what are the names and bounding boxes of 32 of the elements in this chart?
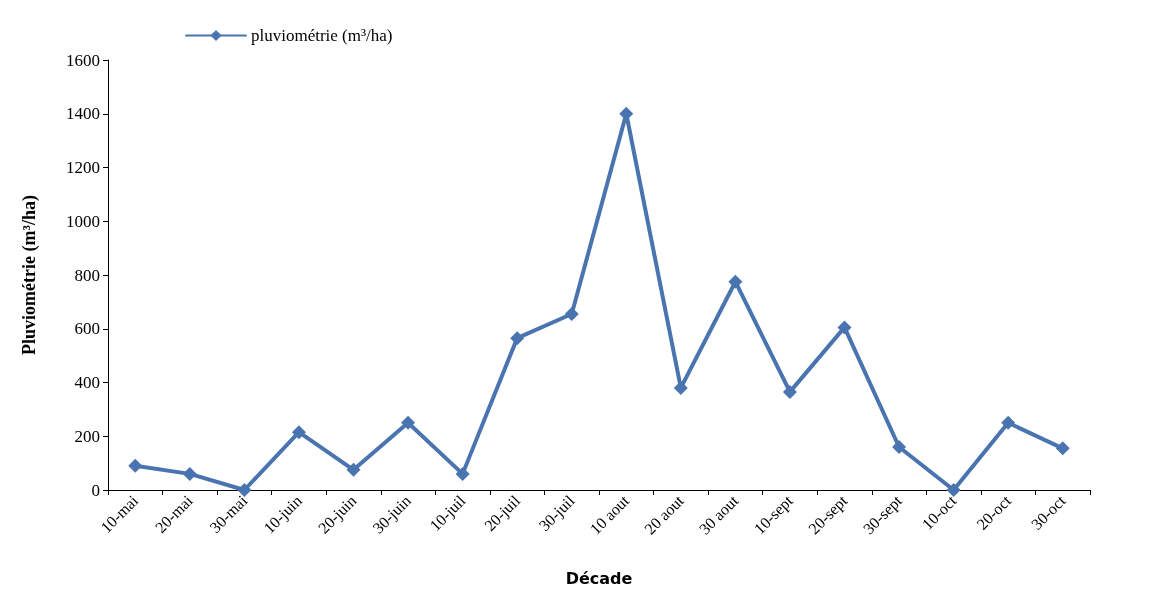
point — [128, 458, 143, 473]
point — [510, 331, 525, 346]
x-tick-label: 30 aout — [695, 491, 742, 538]
point — [401, 415, 416, 430]
y-tick-label: 1000 — [66, 211, 100, 231]
y-tick-label: 1600 — [66, 50, 100, 70]
point — [782, 384, 797, 399]
y-tick-label: 1200 — [66, 158, 100, 177]
x-tick-label: 20 aout — [641, 491, 688, 538]
y-tick-label: 800 — [74, 265, 100, 285]
y-tick-label: 600 — [74, 319, 100, 339]
point — [673, 380, 688, 395]
point — [291, 425, 306, 440]
point — [455, 466, 470, 481]
y-tick-label: 200 — [74, 426, 100, 446]
point — [892, 440, 907, 454]
point — [728, 274, 743, 289]
point — [1001, 415, 1016, 430]
point — [346, 462, 361, 477]
x-axis-title: Décade — [565, 568, 633, 588]
point — [564, 306, 579, 321]
point — [946, 483, 961, 497]
legend-label: pluviométrie (m³/ha) — [251, 26, 393, 45]
y-tick-label: 0 — [91, 480, 100, 500]
y-tick-label: 400 — [74, 373, 100, 392]
y-axis-title: Pluviométrie (m³/ha) — [19, 195, 40, 355]
x-tick-label: 10 aout — [586, 491, 633, 538]
y-tick-label: 1400 — [66, 104, 100, 124]
point — [182, 466, 197, 481]
point — [837, 320, 852, 335]
point — [1055, 441, 1070, 456]
point — [237, 483, 252, 497]
